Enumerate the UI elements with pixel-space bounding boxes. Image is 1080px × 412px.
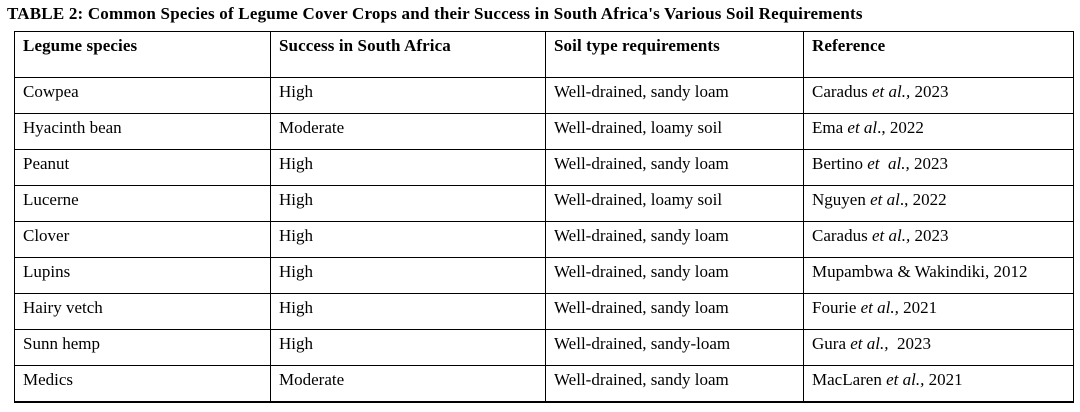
cell-reference: Ema et al., 2022: [803, 113, 1074, 150]
header-row: Legume species Success in South Africa S…: [14, 31, 1074, 78]
cell-species: Cowpea: [14, 77, 271, 114]
table-body: Cowpea High Well-drained, sandy loam Car…: [14, 77, 1074, 403]
cell-soil: Well-drained, sandy loam: [545, 365, 804, 403]
reference-et-al: et al.,: [871, 82, 911, 101]
reference-et-al: et al.,: [860, 298, 899, 317]
header-legume-species: Legume species: [14, 31, 271, 78]
cell-soil: Well-drained, sandy loam: [545, 257, 804, 294]
cell-reference: Caradus et al., 2023: [803, 221, 1074, 258]
cell-soil: Well-drained, sandy loam: [545, 149, 804, 186]
cell-success: Moderate: [270, 365, 546, 403]
cell-success: High: [270, 293, 546, 330]
reference-year: 2021: [898, 298, 938, 317]
cell-species: Peanut: [14, 149, 271, 186]
cell-success: Moderate: [270, 113, 546, 150]
cell-success: High: [270, 221, 546, 258]
cell-success: High: [270, 185, 546, 222]
cell-reference: Caradus et al., 2023: [803, 77, 1074, 114]
table-header: Legume species Success in South Africa S…: [14, 31, 1074, 78]
table-row: Hyacinth bean Moderate Well-drained, loa…: [14, 113, 1074, 150]
table-row: Hairy vetch High Well-drained, sandy loa…: [14, 293, 1074, 330]
cell-reference: MacLaren et al., 2021: [803, 365, 1074, 403]
reference-et-al: et al.,: [871, 226, 911, 245]
reference-year: 2023: [910, 226, 949, 245]
table-row: Lupins High Well-drained, sandy loam Mup…: [14, 257, 1074, 294]
cell-success: High: [270, 77, 546, 114]
table-row: Cowpea High Well-drained, sandy loam Car…: [14, 77, 1074, 114]
cell-success: High: [270, 329, 546, 366]
cell-soil: Well-drained, loamy soil: [545, 185, 804, 222]
legume-species-table: Legume species Success in South Africa S…: [14, 31, 1074, 403]
reference-year: 2023: [888, 334, 931, 353]
reference-author: Ema: [812, 118, 848, 137]
reference-author: Caradus: [812, 82, 872, 101]
table-row: Medics Moderate Well-drained, sandy loam…: [14, 365, 1074, 403]
reference-year: 2023: [909, 154, 948, 173]
cell-soil: Well-drained, sandy loam: [545, 293, 804, 330]
reference-author: Nguyen: [812, 190, 871, 209]
reference-et-al: et al.,: [850, 334, 889, 353]
table-row: Sunn hemp High Well-drained, sandy-loam …: [14, 329, 1074, 366]
cell-soil: Well-drained, loamy soil: [545, 113, 804, 150]
reference-author: Bertino: [812, 154, 868, 173]
reference-et-al: et al.,: [867, 154, 910, 173]
cell-reference: Gura et al., 2023: [803, 329, 1074, 366]
cell-species: Hyacinth bean: [14, 113, 271, 150]
table-caption: TABLE 2: Common Species of Legume Cover …: [7, 4, 863, 23]
reference-et-al: et al.,: [886, 370, 925, 389]
cell-soil: Well-drained, sandy loam: [545, 221, 804, 258]
table-row: Peanut High Well-drained, sandy loam Ber…: [14, 149, 1074, 186]
cell-reference: Fourie et al., 2021: [803, 293, 1074, 330]
cell-soil: Well-drained, sandy-loam: [545, 329, 804, 366]
reference-et-al: et al: [870, 190, 900, 209]
reference-year: ., 2022: [899, 190, 947, 209]
header-soil-type: Soil type requirements: [545, 31, 804, 78]
cell-reference: Nguyen et al., 2022: [803, 185, 1074, 222]
cell-species: Hairy vetch: [14, 293, 271, 330]
reference-author: Fourie: [812, 298, 861, 317]
reference-year: 2021: [924, 370, 963, 389]
reference-author: MacLaren: [812, 370, 887, 389]
cell-soil: Well-drained, sandy loam: [545, 77, 804, 114]
table-row: Lucerne High Well-drained, loamy soil Ng…: [14, 185, 1074, 222]
cell-species: Medics: [14, 365, 271, 403]
reference-year: ., 2022: [877, 118, 924, 137]
cell-success: High: [270, 257, 546, 294]
reference-year: 2023: [910, 82, 949, 101]
header-reference: Reference: [803, 31, 1074, 78]
cell-species: Clover: [14, 221, 271, 258]
cell-reference: Mupambwa & Wakindiki, 2012: [803, 257, 1074, 294]
cell-species: Sunn hemp: [14, 329, 271, 366]
cell-species: Lucerne: [14, 185, 271, 222]
reference-author: Caradus: [812, 226, 872, 245]
reference-author: Mupambwa & Wakindiki, 2012: [812, 262, 1028, 281]
cell-reference: Bertino et al., 2023: [803, 149, 1074, 186]
cell-species: Lupins: [14, 257, 271, 294]
reference-et-al: et al: [847, 118, 878, 137]
reference-author: Gura: [812, 334, 851, 353]
header-success: Success in South Africa: [270, 31, 546, 78]
cell-success: High: [270, 149, 546, 186]
table-row: Clover High Well-drained, sandy loam Car…: [14, 221, 1074, 258]
